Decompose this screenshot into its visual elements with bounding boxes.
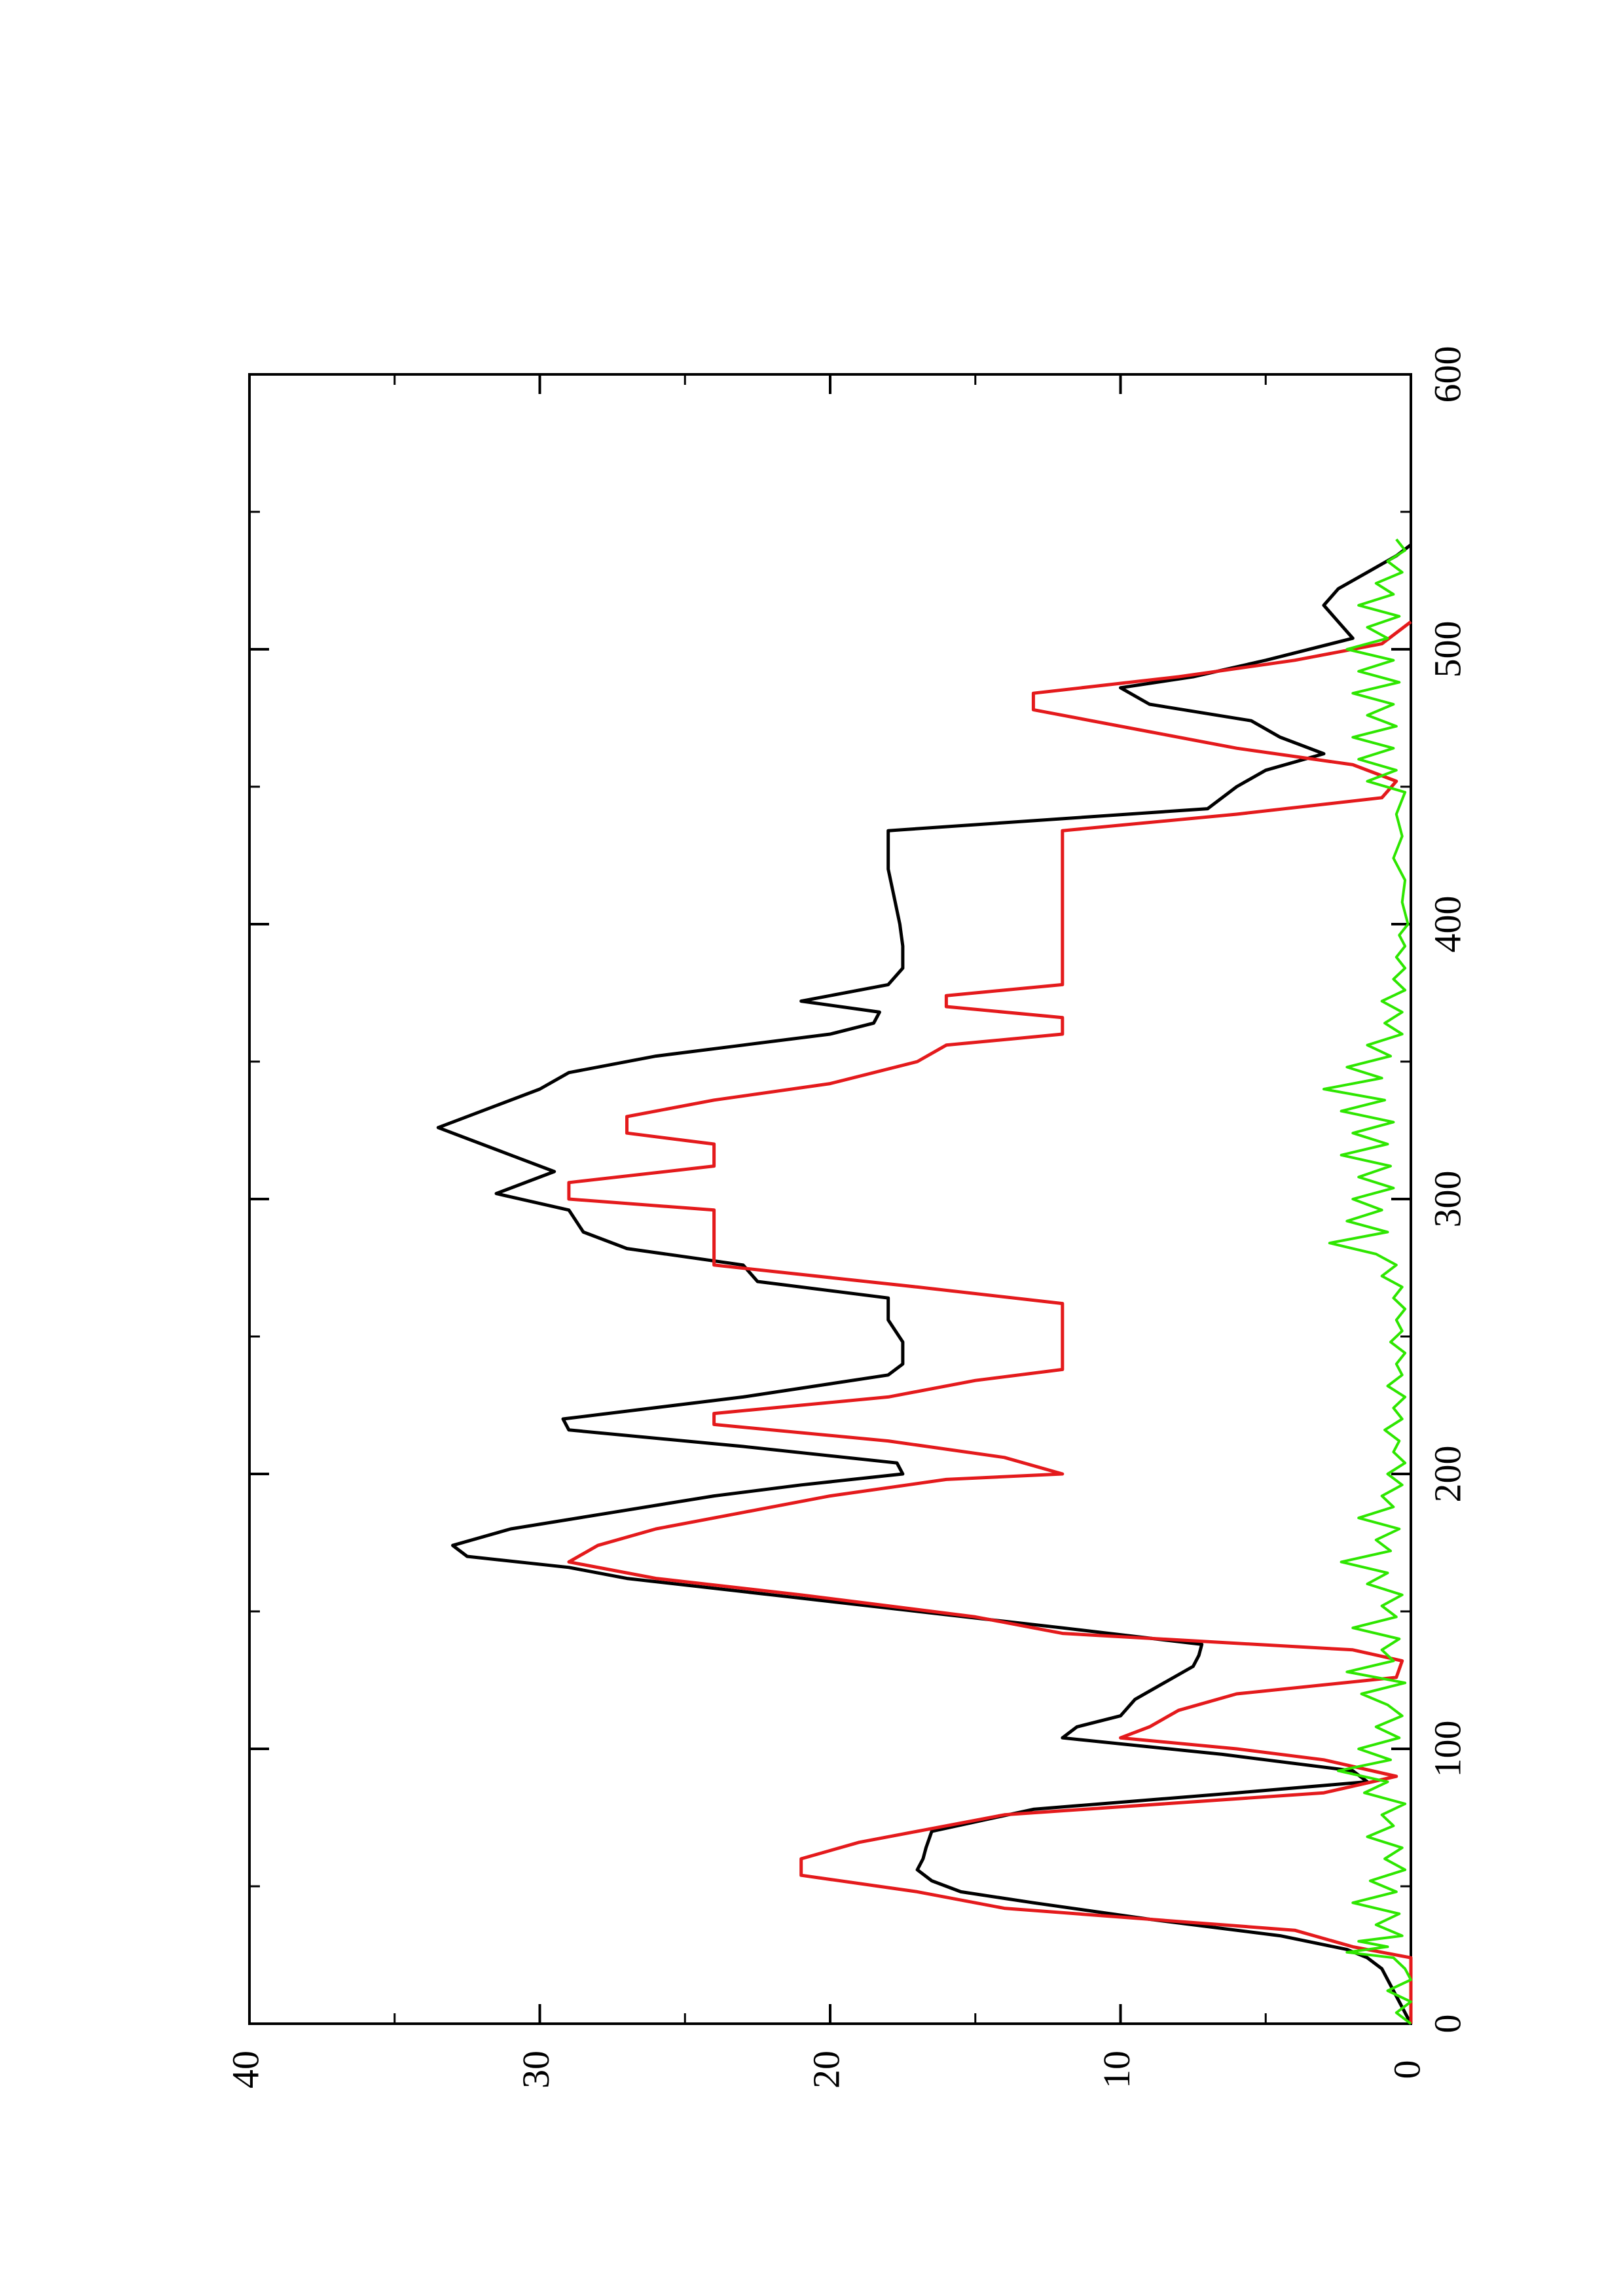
plot-area: 0 100 200 300 400 500 600 0 10 20 30 40 xyxy=(224,346,1468,2089)
plot-frame xyxy=(248,373,1412,2025)
x-tick-label: 200 xyxy=(1426,1446,1468,1503)
axis-ticks xyxy=(248,373,1412,2025)
y-tick-label: 10 xyxy=(1095,2051,1138,2089)
x-tick-label: 400 xyxy=(1426,896,1468,953)
x-tick-label: 500 xyxy=(1426,621,1468,678)
x-tick-label: 100 xyxy=(1426,1721,1468,1778)
x-tick-label: 300 xyxy=(1426,1171,1468,1228)
tick-labels: 0 100 200 300 400 500 600 0 10 20 30 40 xyxy=(224,346,1468,2089)
series-green-line xyxy=(1322,538,1412,2025)
y-tick-label: 20 xyxy=(805,2051,847,2089)
y-tick-label: 30 xyxy=(515,2051,557,2089)
y-tick-label: 40 xyxy=(224,2051,266,2089)
x-tick-label: 600 xyxy=(1426,346,1468,403)
series-black-line xyxy=(436,543,1413,2025)
x-tick-label: 0 xyxy=(1426,2015,1468,2034)
series-red-line xyxy=(567,620,1413,2024)
y-tick-label: 0 xyxy=(1385,2060,1428,2079)
series-layer xyxy=(436,538,1413,2025)
